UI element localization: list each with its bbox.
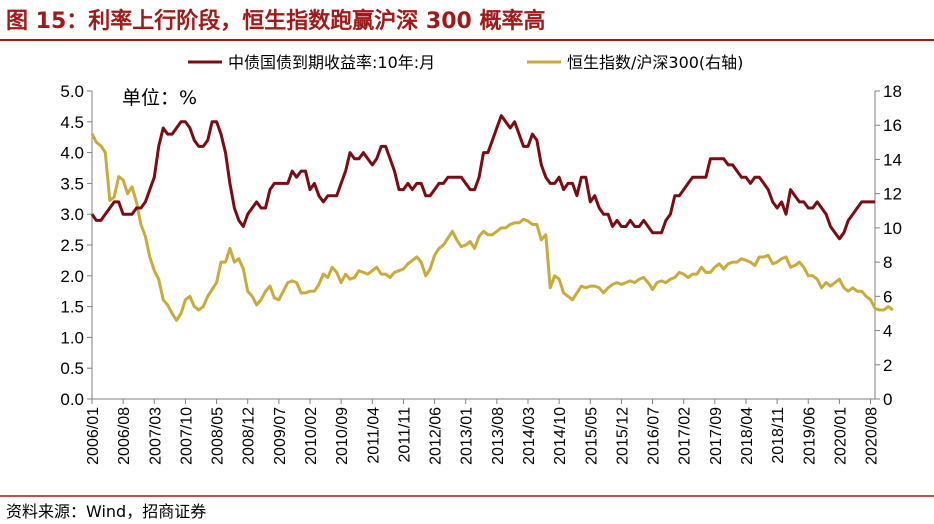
right-tick-label: 6 [883,287,892,306]
left-tick-label: 4.0 [60,144,84,163]
left-tick-label: 3.5 [60,174,84,193]
x-axis-ticks: 2006/01 2006/08 2007/03 2007/10 2008/05 2008/… [85,399,881,465]
x-tick-label: 2017/02 [677,407,694,465]
legend-label-bond-yield: 中债国债到期收益率:10年:月 [228,53,435,72]
chart-title: 图 15：利率上行阶段，恒生指数跑赢沪深 300 概率高 [6,8,546,34]
x-tick-label: 2010/09 [334,407,351,465]
x-tick-label: 2015/12 [614,407,631,465]
x-tick-label: 2006/01 [85,407,102,465]
x-tick-label: 2007/10 [178,407,195,465]
x-tick-label: 2006/08 [116,407,133,465]
x-tick-label: 2013/08 [490,407,507,465]
x-tick-label: 2013/01 [459,407,476,465]
x-tick-label: 2015/05 [583,407,600,465]
left-tick-label: 1.0 [60,328,84,347]
right-tick-label: 4 [883,322,892,341]
legend-label-hsi-ratio: 恒生指数/沪深300(右轴) [567,53,743,72]
x-tick-label: 2011/11 [396,407,413,463]
left-axis-ticks: 0.0 0.5 1.0 1.5 2.0 2.5 3.0 3.5 4.0 4.5 5.0 [60,82,92,409]
left-tick-label: 4.5 [60,113,84,132]
x-tick-label: 2020/08 [864,407,881,465]
left-tick-label: 0.5 [60,359,84,378]
x-tick-label: 2007/03 [147,407,164,465]
x-tick-label: 2017/09 [708,407,725,465]
left-tick-label: 2.5 [60,236,84,255]
right-tick-label: 12 [883,185,902,204]
right-tick-label: 16 [883,116,902,135]
right-tick-label: 14 [883,150,902,169]
right-tick-label: 18 [883,82,902,101]
left-tick-label: 0.0 [60,390,84,409]
x-tick-label: 2008/05 [210,407,227,465]
unit-label: 单位：% [122,87,197,109]
right-tick-label: 0 [883,390,892,409]
left-tick-label: 2.0 [60,267,84,286]
series-line-bond-yield [90,114,875,241]
right-tick-label: 10 [883,219,902,238]
x-tick-label: 2016/07 [646,407,663,465]
x-tick-label: 2014/03 [521,407,538,465]
x-tick-label: 2014/10 [552,407,569,465]
x-tick-label: 2020/01 [832,407,849,465]
left-tick-label: 5.0 [60,82,84,101]
x-tick-label: 2010/02 [303,407,320,465]
x-tick-label: 2018/11 [770,407,787,464]
right-tick-label: 2 [883,356,892,375]
x-tick-label: 2011/04 [365,407,382,464]
series-line-hsi-ratio [90,133,894,322]
x-tick-label: 2008/12 [241,407,258,465]
x-tick-label: 2012/06 [428,407,445,465]
left-tick-label: 1.5 [60,298,84,317]
right-axis-ticks: 0 2 4 6 8 10 12 14 16 18 [875,82,902,409]
left-tick-label: 3.0 [60,205,84,224]
source-note: 资料来源：Wind，招商证券 [6,502,206,521]
x-tick-label: 2019/06 [801,407,818,465]
right-tick-label: 8 [883,253,892,272]
x-tick-label: 2009/07 [272,407,289,465]
x-tick-label: 2018/04 [739,407,756,465]
